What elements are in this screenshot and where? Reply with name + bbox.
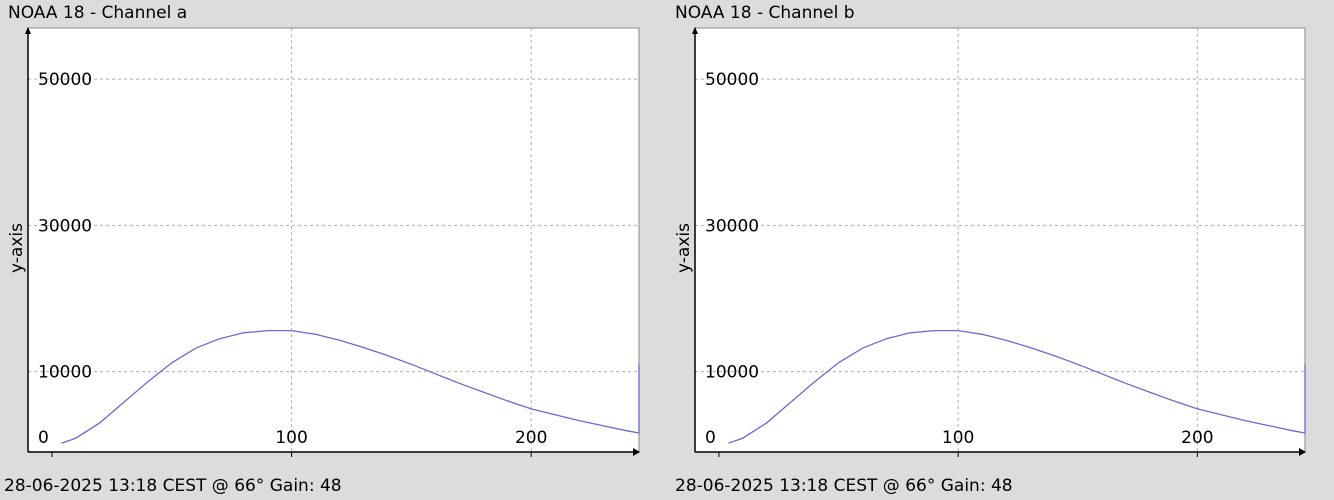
y-tick-label: 10000	[38, 363, 92, 383]
x-tick-label: 200	[1181, 428, 1213, 448]
x-tick-label: 0	[38, 428, 49, 448]
chart-title: NOAA 18 - Channel a	[8, 3, 188, 23]
x-tick-label: 100	[942, 428, 974, 448]
x-tick-label: 200	[515, 428, 547, 448]
y-tick-label: 50000	[38, 70, 92, 90]
x-axis-arrow	[1299, 448, 1306, 456]
y-tick-label: 30000	[38, 216, 92, 236]
x-tick-label: 0	[705, 428, 716, 448]
y-axis-title: y-axis	[674, 223, 694, 273]
plot-area	[694, 27, 1306, 453]
y-tick-label: 10000	[705, 363, 759, 383]
y-axis-arrow	[692, 27, 698, 34]
plot-area	[27, 27, 640, 453]
x-tick-label: 100	[275, 428, 307, 448]
y-axis-arrow	[25, 27, 31, 34]
series-line	[61, 329, 640, 444]
y-tick-label: 30000	[705, 216, 759, 236]
chart-title: NOAA 18 - Channel b	[675, 3, 855, 23]
chart-footer: 28-06-2025 13:18 CEST @ 66° Gain: 48	[675, 476, 1013, 496]
chart-footer: 28-06-2025 13:18 CEST @ 66° Gain: 48	[4, 476, 342, 496]
y-axis-title: y-axis	[7, 223, 27, 273]
y-tick-label: 50000	[705, 70, 759, 90]
x-axis-arrow	[633, 448, 640, 456]
series-line	[728, 329, 1306, 444]
